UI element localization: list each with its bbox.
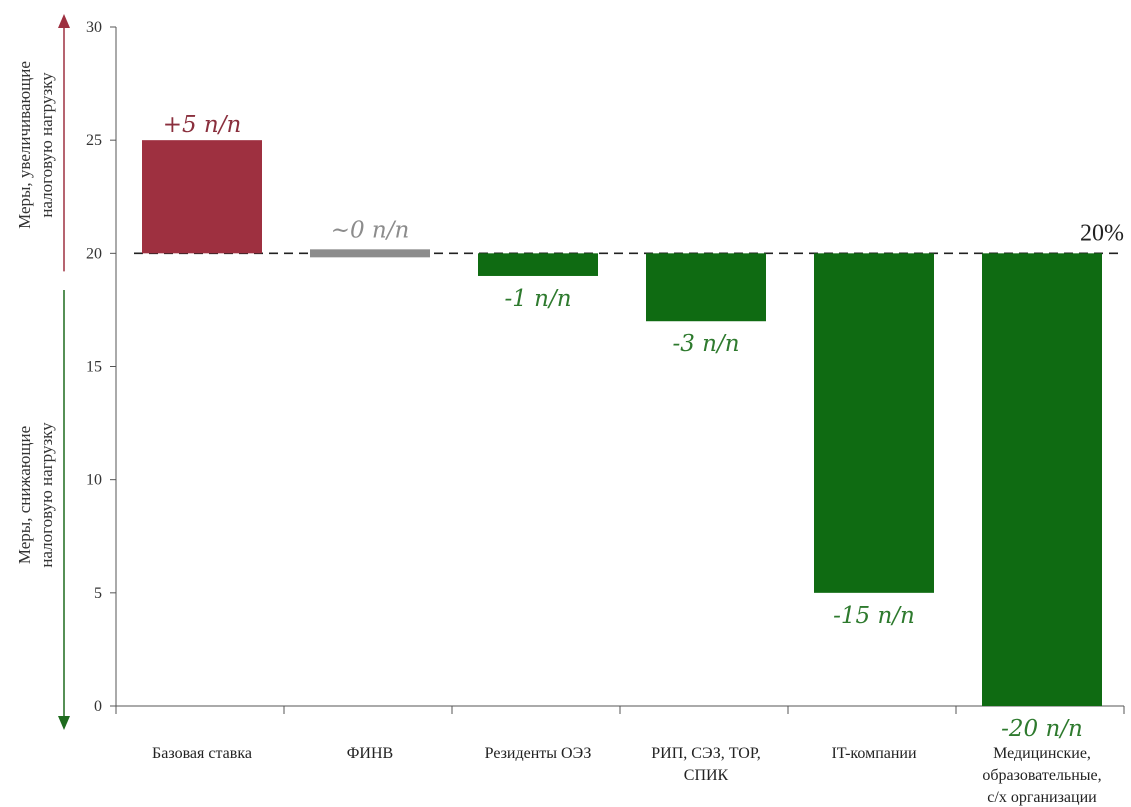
x-category-label: Резиденты ОЭЗ: [485, 745, 592, 762]
y-tick-label: 0: [94, 698, 102, 715]
bars: [142, 140, 1102, 707]
x-category-label-line: с/х организации: [987, 789, 1097, 806]
y-tick-label: 15: [86, 359, 102, 376]
side-label-up-line: налоговую нагрузку: [37, 72, 56, 218]
x-category-label-line: Медицинские,: [993, 745, 1091, 762]
side-label-down-line: налоговую нагрузку: [37, 422, 56, 568]
x-category-label-line: образовательные,: [982, 767, 1101, 784]
axes: 0 5 10 15 20 25 30 Базовая ставка ФИНВ Резиденты …: [86, 19, 1125, 806]
side-label-up: Меры, увеличивающие налоговую нагрузку: [15, 61, 56, 229]
x-category-label: Медицинские, образовательные, с/х организа…: [982, 745, 1101, 806]
side-label-down-line: Меры, снижающие: [15, 426, 34, 564]
x-category-label: ФИНВ: [347, 745, 393, 762]
x-category-label-line: СПИК: [684, 767, 729, 784]
y-tick-label: 5: [94, 585, 102, 602]
y-tick-label: 10: [86, 472, 102, 489]
data-labels: +5 п/п ~0 п/п -1 п/п -3 п/п -15 п/п -20 п/п: [163, 112, 1083, 742]
side-annotations: Меры, увеличивающие налоговую нагрузкуМер…: [15, 14, 70, 730]
up-arrow: [58, 14, 70, 272]
bar: [310, 249, 430, 258]
x-category-label-line: Резиденты ОЭЗ: [485, 745, 592, 762]
data-label: -1 п/п: [504, 286, 571, 312]
data-label: -15 п/п: [833, 603, 915, 629]
x-category-label-line: IT-компании: [831, 745, 917, 762]
bar: [814, 253, 934, 593]
bar: [646, 253, 766, 322]
x-category-label-line: ФИНВ: [347, 745, 393, 762]
down-arrow-head: [58, 716, 70, 730]
y-tick-label: 30: [86, 19, 102, 36]
bar: [982, 253, 1102, 707]
reference-label: 20%: [1080, 220, 1124, 246]
data-label: -3 п/п: [672, 331, 739, 357]
data-label: -20 п/п: [1001, 716, 1083, 742]
x-category-label-line: РИП, СЭЗ, ТОР,: [651, 745, 760, 762]
y-tick-label: 25: [86, 132, 102, 149]
bar: [142, 140, 262, 254]
x-category-label-line: Базовая ставка: [152, 745, 252, 762]
data-label: ~0 п/п: [331, 217, 410, 243]
side-label-down: Меры, снижающие налоговую нагрузку: [15, 422, 56, 568]
down-arrow: [58, 290, 70, 730]
side-label-up-line: Меры, увеличивающие: [15, 61, 34, 229]
x-category-label: Базовая ставка: [152, 745, 252, 762]
bar: [478, 253, 598, 276]
y-tick-label: 20: [86, 245, 102, 262]
x-category-label: РИП, СЭЗ, ТОР, СПИК: [651, 745, 760, 784]
up-arrow-head: [58, 14, 70, 28]
x-category-label: IT-компании: [831, 745, 917, 762]
data-label: +5 п/п: [163, 112, 242, 138]
